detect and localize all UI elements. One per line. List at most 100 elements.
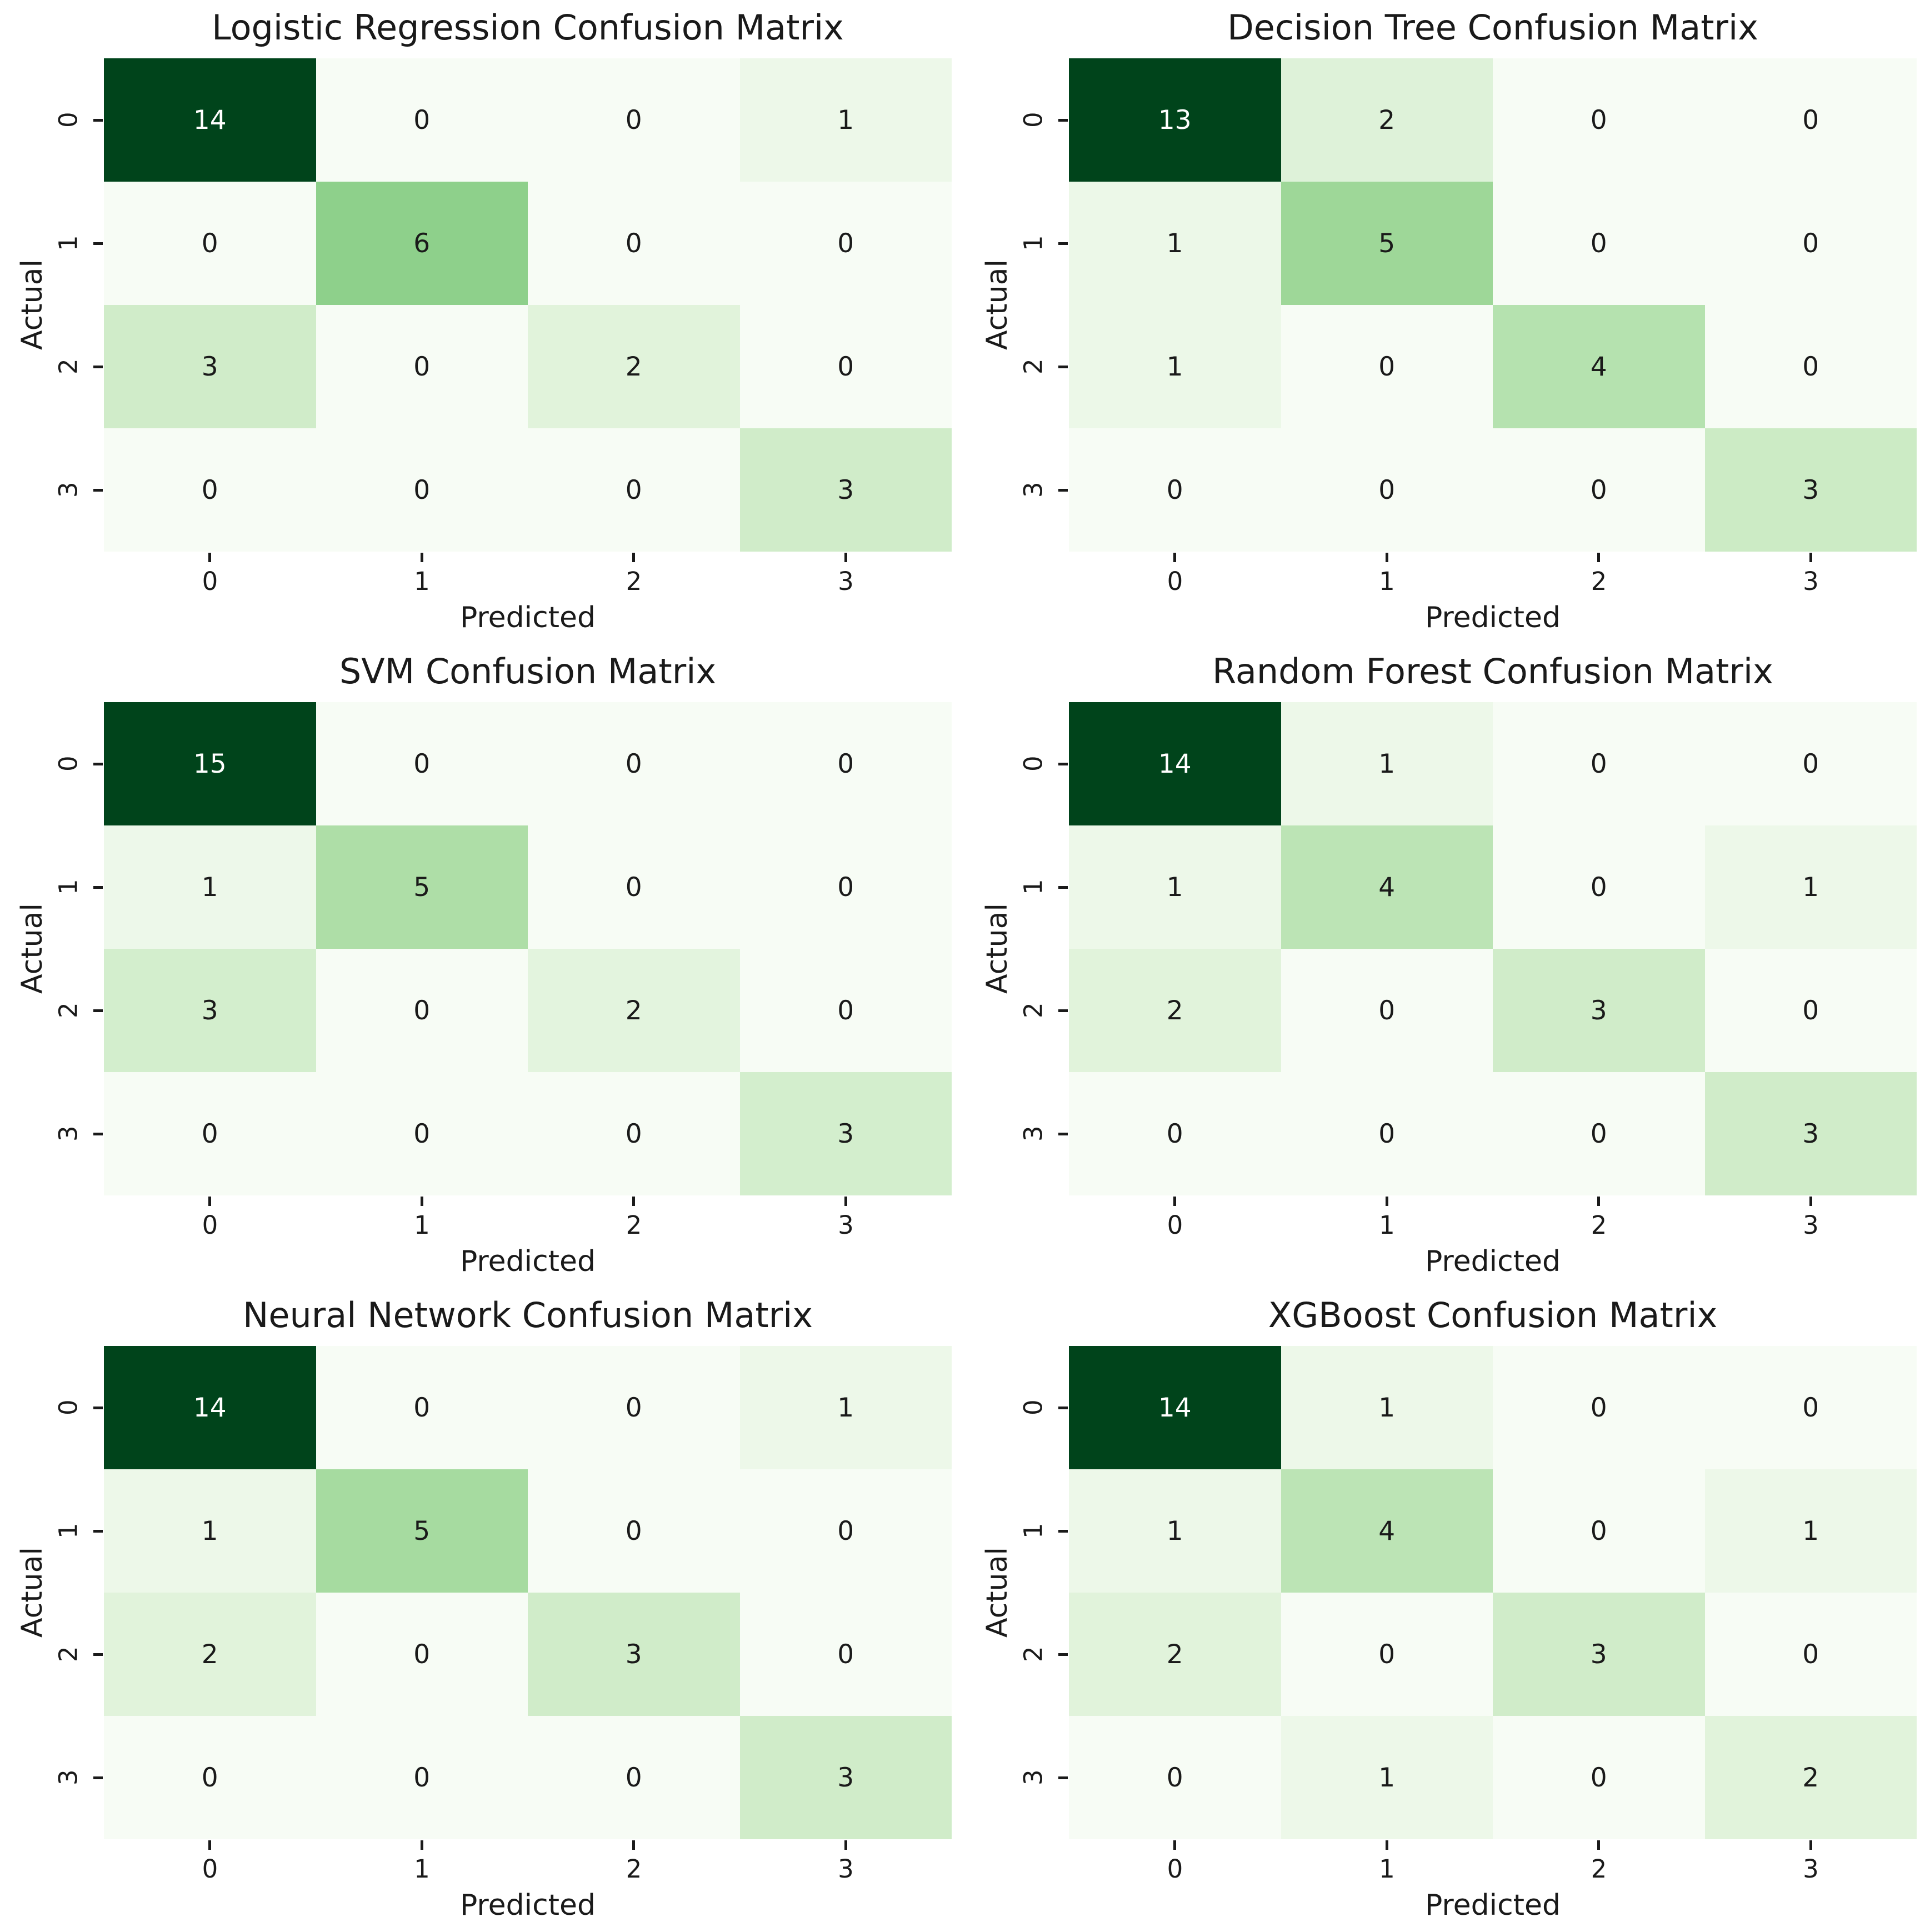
y-tick-mark	[93, 488, 103, 492]
x-tick-label-0: 0	[202, 566, 218, 596]
cell-value: 0	[837, 228, 854, 259]
cell-value: 5	[1378, 228, 1396, 259]
heatmap-cell-r3c0: 0	[1069, 1716, 1281, 1839]
y-tick-mark	[93, 1529, 103, 1533]
y-tick-label-3: 3	[53, 482, 83, 498]
y-tick-mark	[93, 1653, 103, 1656]
heatmap-cell-r3c3: 2	[1704, 1716, 1917, 1839]
cell-value: 0	[837, 1639, 854, 1670]
chart-title: Random Forest Confusion Matrix	[1212, 651, 1773, 692]
y-tick-label-2: 2	[53, 1646, 83, 1663]
x-tick-label-2: 2	[1591, 566, 1607, 596]
x-tick-label-3: 3	[838, 1854, 854, 1884]
y-tick-mark	[93, 118, 103, 122]
y-axis-label: Actual	[16, 259, 49, 351]
heatmap-cell-r3c1: 0	[316, 1716, 528, 1839]
y-tick-mark	[1058, 488, 1068, 492]
heatmap-cell-r0c1: 0	[316, 702, 528, 825]
x-tick-label-3: 3	[1803, 1854, 1819, 1884]
heatmap-cell-r0c0: 13	[1069, 58, 1281, 182]
heatmap-cell-r3c3: 3	[1704, 428, 1917, 552]
heatmap-cell-r1c1: 5	[316, 825, 528, 949]
y-tick-label-0: 0	[1018, 755, 1048, 772]
cell-value: 0	[201, 474, 218, 505]
heatmap-cell-r1c0: 1	[1069, 182, 1281, 305]
cell-value: 0	[1802, 995, 1819, 1026]
x-tick-label-0: 0	[202, 1210, 218, 1240]
x-tick-mark	[632, 1197, 636, 1206]
cell-value: 0	[1802, 748, 1819, 779]
cell-value: 1	[1166, 1515, 1183, 1546]
cell-value: 0	[1802, 104, 1819, 136]
heatmap-cell-r3c3: 3	[739, 1716, 952, 1839]
y-tick-label-0: 0	[1018, 112, 1048, 128]
y-tick-mark	[1058, 1653, 1068, 1656]
heatmap-cell-r2c1: 0	[1281, 1593, 1493, 1716]
x-tick-label-3: 3	[1803, 1210, 1819, 1240]
cell-value: 0	[837, 748, 854, 779]
heatmap-cell-r1c3: 0	[739, 182, 952, 305]
cell-value: 0	[1166, 1762, 1183, 1793]
cell-value: 5	[413, 1515, 431, 1546]
y-tick-label-2: 2	[1018, 1646, 1048, 1663]
x-tick-label-2: 2	[1591, 1854, 1607, 1884]
y-tick-mark	[1058, 1776, 1068, 1779]
x-tick-mark	[1597, 1197, 1601, 1206]
heatmap-grid: 13 2 0 0 1 5 0 0 1 0 4 0 0 0 0 3	[1069, 58, 1917, 552]
heatmap-cell-r2c2: 3	[528, 1593, 740, 1716]
cell-value: 0	[1590, 872, 1607, 903]
x-axis-label: Predicted	[1424, 1889, 1561, 1922]
x-tick-label-0: 0	[1167, 566, 1183, 596]
heatmap-cell-r2c0: 1	[1069, 305, 1281, 428]
cell-value: 0	[201, 228, 218, 259]
y-tick-mark	[1058, 1132, 1068, 1135]
x-tick-mark	[844, 553, 847, 562]
x-axis-label: Predicted	[459, 601, 596, 634]
cell-value: 3	[1802, 474, 1819, 505]
y-tick-mark	[93, 1132, 103, 1135]
cell-value: 3	[1590, 1639, 1607, 1670]
heatmap-cell-r0c3: 0	[1704, 58, 1917, 182]
cell-value: 14	[193, 104, 227, 136]
cell-value: 0	[625, 748, 642, 779]
x-tick-mark	[1597, 1840, 1601, 1850]
heatmap-cell-r2c0: 3	[104, 305, 316, 428]
y-tick-label-1: 1	[1018, 1523, 1048, 1539]
x-tick-mark	[1173, 553, 1177, 562]
heatmap-cell-r3c3: 3	[739, 428, 952, 552]
cell-value: 0	[837, 872, 854, 903]
cell-value: 1	[1378, 1392, 1396, 1423]
cell-value: 0	[1802, 351, 1819, 382]
x-tick-mark	[1809, 553, 1812, 562]
heatmap-cell-r3c1: 0	[1281, 428, 1493, 552]
cell-value: 0	[625, 872, 642, 903]
heatmap-cell-r3c1: 0	[316, 1072, 528, 1195]
x-tick-mark	[1385, 1197, 1388, 1206]
subplot-svm: SVM Confusion Matrix Actual 15 0 0 0 1 5 0 0 3 0 2…	[0, 644, 965, 1288]
chart-title: Decision Tree Confusion Matrix	[1227, 7, 1758, 48]
y-tick-label-3: 3	[53, 1125, 83, 1142]
cell-value: 0	[837, 995, 854, 1026]
x-tick-label-1: 1	[414, 1210, 430, 1240]
x-tick-mark	[1809, 1840, 1812, 1850]
heatmap-cell-r2c2: 3	[1493, 1593, 1705, 1716]
cell-value: 2	[625, 995, 642, 1026]
cell-value: 3	[201, 351, 218, 382]
y-tick-mark	[1058, 1529, 1068, 1533]
heatmap-cell-r2c3: 0	[1704, 1593, 1917, 1716]
chart-title: XGBoost Confusion Matrix	[1268, 1295, 1718, 1335]
heatmap-cell-r3c1: 0	[316, 428, 528, 552]
x-tick-label-3: 3	[1803, 566, 1819, 596]
x-tick-mark	[1173, 1197, 1177, 1206]
cell-value: 3	[1590, 995, 1607, 1026]
y-tick-label-3: 3	[1018, 482, 1048, 498]
cell-value: 3	[837, 1118, 854, 1149]
cell-value: 2	[1802, 1762, 1819, 1793]
x-axis-label: Predicted	[1424, 1245, 1561, 1278]
heatmap-cell-r1c3: 1	[1704, 1469, 1917, 1593]
y-axis-label: Actual	[16, 903, 49, 994]
y-tick-mark	[93, 242, 103, 245]
heatmap-cell-r2c3: 0	[739, 949, 952, 1072]
heatmap-cell-r0c0: 14	[104, 1346, 316, 1469]
heatmap-cell-r1c1: 5	[1281, 182, 1493, 305]
